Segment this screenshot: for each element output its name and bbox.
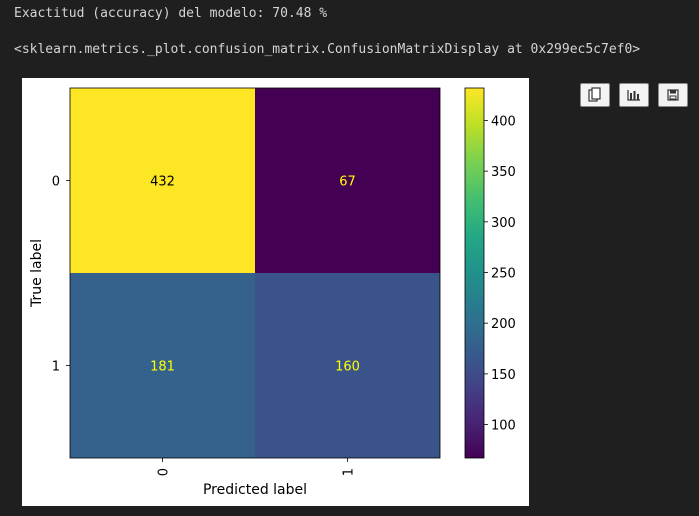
x-tick-label: 0 (157, 468, 172, 476)
colorbar-tick-label: 250 (491, 266, 516, 281)
y-tick-label: 0 (52, 175, 60, 190)
cell-value-label: 181 (150, 360, 175, 375)
colorbar-tick-label: 400 (491, 114, 516, 129)
cm-cell (255, 273, 440, 458)
plot-toolbar (580, 83, 688, 107)
display-repr-output: <sklearn.metrics._plot.confusion_matrix.… (14, 42, 641, 57)
y-axis-label: True label (29, 239, 45, 308)
axes-frame (69, 87, 441, 459)
confusion-matrix-chart: 432 67 181 160 0 1 0 1 Predicted label True label… (29, 87, 516, 498)
colorbar-tick-label: 150 (491, 368, 516, 383)
colorbar-tick-label: 200 (491, 317, 516, 332)
copy-button[interactable] (580, 83, 610, 107)
bar-chart-icon (627, 90, 640, 101)
cell-value-label: 67 (339, 175, 356, 190)
x-axis-label: Predicted label (203, 482, 307, 498)
colorbar (464, 87, 485, 459)
chart-button[interactable] (619, 83, 649, 107)
colorbar-tick-label: 300 (491, 216, 516, 231)
accuracy-output: Exactitud (accuracy) del modelo: 70.48 % (14, 6, 328, 21)
cm-cell (70, 273, 255, 458)
colorbar-tick-label: 350 (491, 165, 516, 180)
cell-value-label: 432 (150, 175, 175, 190)
copy-icon (588, 87, 601, 102)
confusion-matrix-figure: 432 67 181 160 0 1 0 1 Predicted label True label… (22, 78, 529, 506)
save-button[interactable] (658, 83, 688, 107)
cm-cell (255, 88, 440, 273)
y-tick-label: 1 (52, 360, 60, 375)
floppy-disk-icon (667, 89, 679, 101)
cell-value-label: 160 (335, 360, 360, 375)
x-tick-label: 1 (342, 468, 357, 476)
cm-cell (70, 88, 255, 273)
colorbar-tick-label: 100 (491, 419, 516, 434)
